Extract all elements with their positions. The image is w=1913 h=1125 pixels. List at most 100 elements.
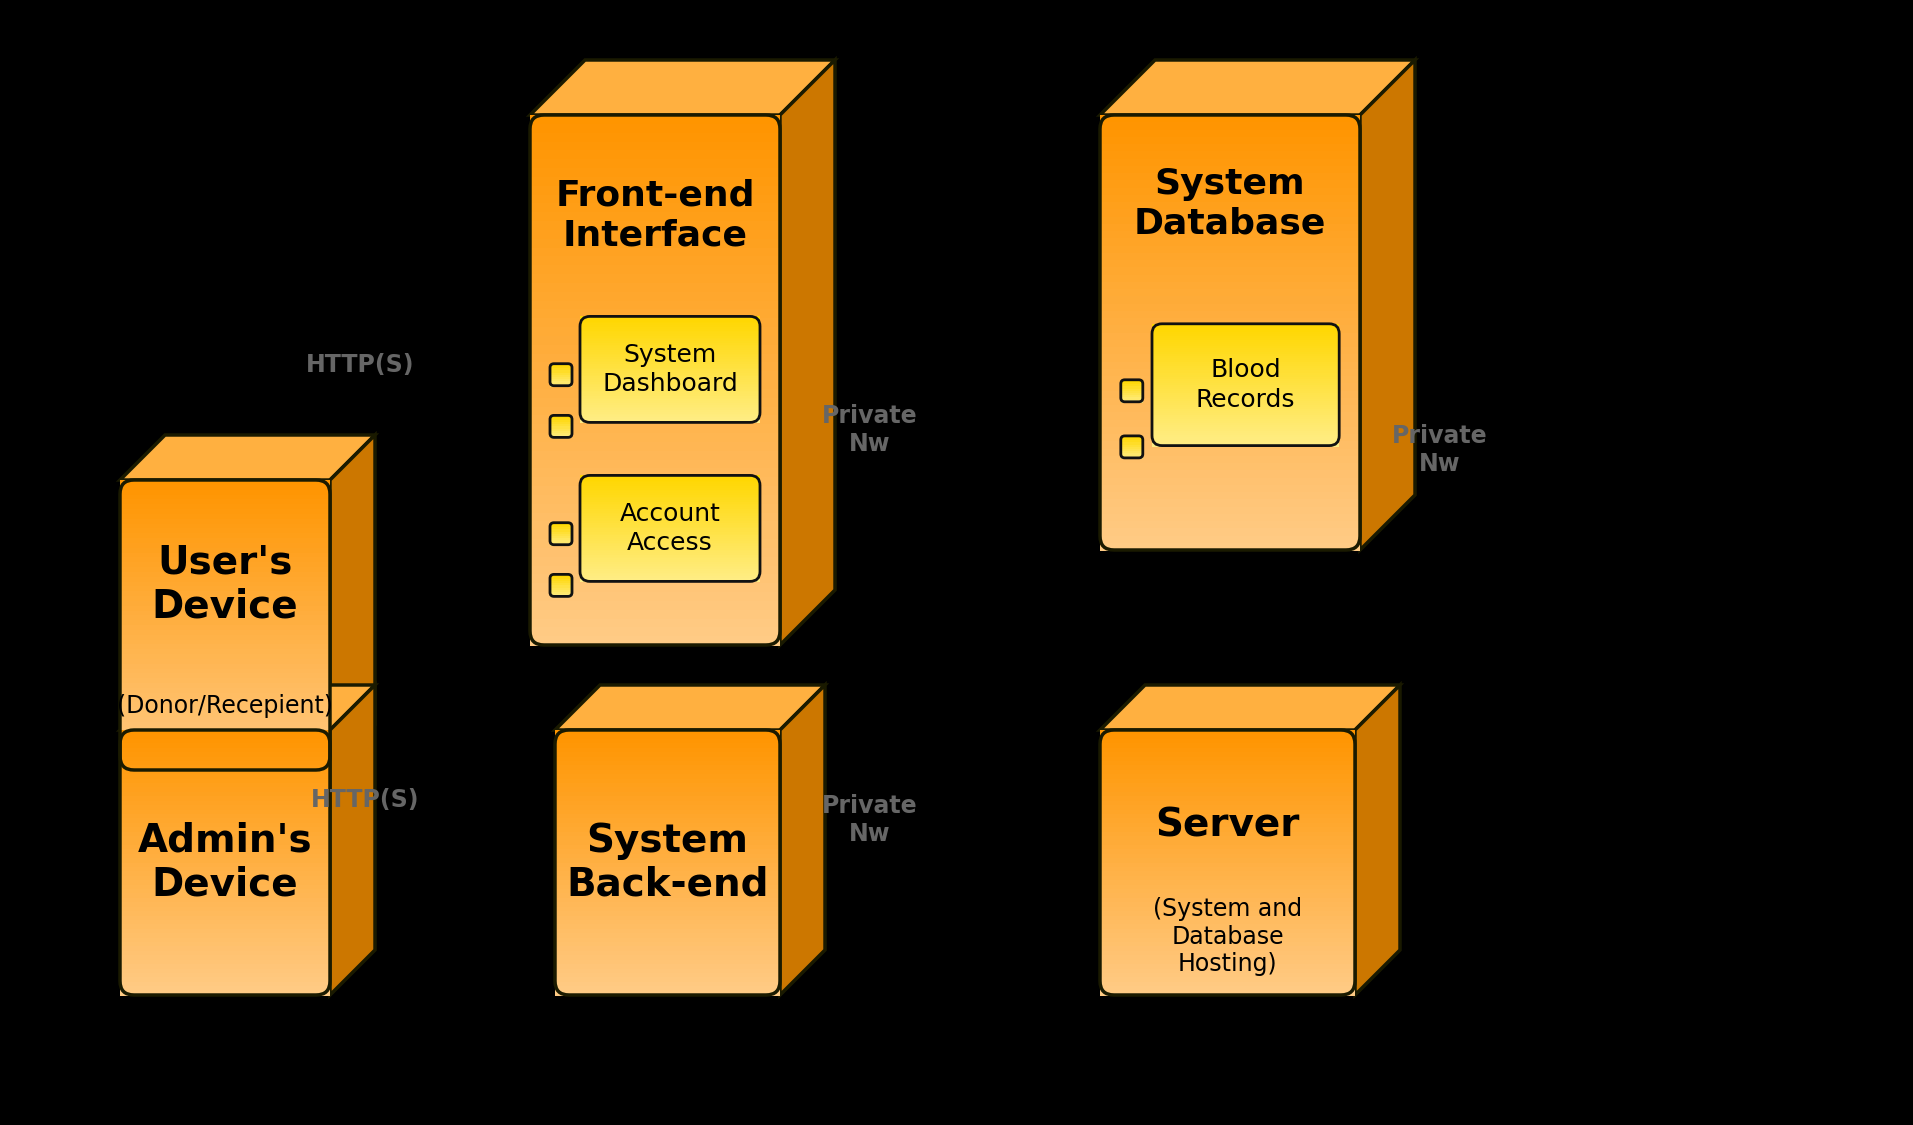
Polygon shape (555, 685, 825, 730)
Bar (1121, 451, 1142, 454)
Text: Private
Nw: Private Nw (823, 794, 918, 846)
Bar (530, 229, 781, 240)
Bar (555, 884, 781, 890)
Bar (1152, 370, 1339, 374)
Bar (1121, 444, 1142, 448)
Bar (1100, 973, 1354, 979)
Bar (551, 592, 572, 595)
Bar (530, 168, 781, 178)
Bar (551, 585, 572, 588)
Bar (1100, 159, 1360, 166)
Bar (580, 492, 759, 494)
Bar (580, 511, 759, 513)
Bar (121, 504, 331, 510)
Bar (121, 626, 331, 631)
Bar (530, 353, 781, 363)
Bar (555, 796, 781, 802)
Bar (1152, 369, 1339, 371)
Bar (121, 741, 331, 747)
Bar (551, 384, 572, 387)
Bar (580, 414, 759, 416)
Bar (551, 523, 572, 525)
Bar (580, 319, 759, 323)
Bar (1152, 425, 1339, 429)
Bar (1100, 827, 1354, 832)
Bar (121, 674, 331, 680)
Bar (121, 756, 331, 762)
Bar (580, 410, 759, 413)
Bar (580, 418, 759, 422)
Bar (1100, 115, 1360, 124)
Bar (121, 519, 331, 524)
Bar (1152, 415, 1339, 418)
Bar (121, 693, 331, 699)
Bar (1100, 354, 1360, 362)
Bar (580, 533, 759, 537)
Bar (530, 557, 781, 567)
Bar (1100, 129, 1360, 137)
Text: Admin's
Device: Admin's Device (138, 821, 312, 903)
Bar (551, 529, 572, 532)
Bar (555, 872, 781, 876)
Bar (580, 384, 759, 386)
Bar (580, 349, 759, 351)
Bar (1100, 310, 1360, 319)
Bar (1100, 840, 1354, 846)
Bar (121, 813, 331, 819)
Bar (121, 898, 331, 903)
Bar (1152, 350, 1339, 353)
Bar (1100, 188, 1360, 196)
Bar (121, 872, 331, 876)
Bar (121, 668, 331, 674)
Bar (580, 486, 759, 488)
Bar (580, 394, 759, 397)
Bar (555, 739, 781, 745)
Bar (1100, 195, 1360, 202)
Bar (1100, 748, 1354, 753)
Bar (121, 683, 331, 688)
Bar (551, 417, 572, 421)
Bar (1121, 388, 1142, 391)
Bar (580, 555, 759, 558)
Bar (1152, 327, 1339, 331)
Bar (121, 744, 331, 748)
Bar (1100, 449, 1360, 457)
Text: HTTP(S): HTTP(S) (310, 788, 419, 812)
Bar (580, 346, 759, 349)
Text: System
Dashboard: System Dashboard (603, 342, 738, 396)
Bar (1152, 440, 1339, 442)
Bar (580, 325, 759, 328)
Polygon shape (1354, 685, 1400, 994)
Bar (555, 765, 781, 771)
Bar (530, 371, 781, 381)
Bar (530, 548, 781, 558)
Bar (1100, 485, 1360, 493)
Polygon shape (121, 435, 375, 480)
Bar (1121, 397, 1142, 400)
Bar (580, 359, 759, 361)
Bar (551, 363, 572, 367)
Bar (121, 991, 331, 996)
Bar (1100, 376, 1360, 385)
Bar (551, 368, 572, 371)
Bar (1152, 382, 1339, 386)
Bar (580, 562, 759, 565)
Bar (1100, 753, 1354, 757)
Bar (555, 978, 781, 983)
Bar (551, 583, 572, 586)
Text: User's
Device: User's Device (151, 543, 298, 626)
Bar (121, 712, 331, 718)
Bar (1100, 774, 1354, 780)
Bar (555, 863, 781, 867)
Bar (580, 385, 759, 388)
Bar (1100, 420, 1360, 428)
Bar (580, 328, 759, 332)
Bar (530, 115, 781, 125)
Polygon shape (1100, 60, 1416, 115)
Bar (530, 486, 781, 496)
Bar (580, 415, 759, 418)
Bar (1100, 889, 1354, 894)
Bar (1100, 739, 1354, 745)
Bar (1152, 330, 1339, 333)
Bar (1100, 933, 1354, 938)
